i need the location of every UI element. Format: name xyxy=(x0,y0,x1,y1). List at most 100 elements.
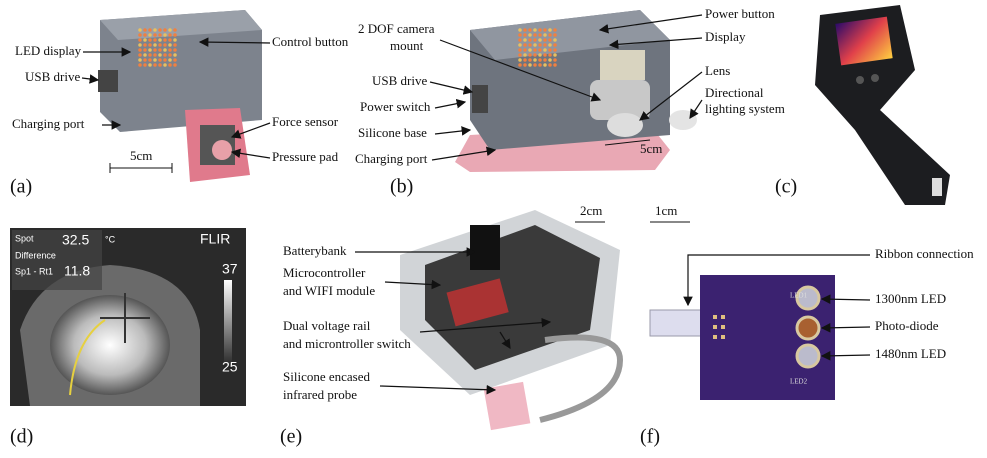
led-grid xyxy=(548,28,552,32)
led-grid xyxy=(143,33,147,37)
led-grid xyxy=(543,53,547,57)
led-grid xyxy=(163,38,167,42)
led-grid xyxy=(143,53,147,57)
led-grid xyxy=(553,58,557,62)
label: Directional xyxy=(705,85,764,100)
page: {"panels":[ {"label":"(a)","scale":"5cm"… xyxy=(0,0,987,453)
led-grid xyxy=(538,28,542,32)
led-grid xyxy=(153,28,157,32)
led-grid xyxy=(138,33,142,37)
panel-f-photo xyxy=(650,275,835,400)
label: infrared probe xyxy=(283,387,357,402)
led-grid xyxy=(523,58,527,62)
panel-label: (c) xyxy=(775,176,797,198)
label: USB drive xyxy=(372,73,427,88)
label: and WIFI module xyxy=(283,283,375,298)
led-grid xyxy=(553,43,557,47)
arrow xyxy=(82,78,98,80)
label: Power button xyxy=(705,6,775,21)
led-grid xyxy=(153,38,157,42)
led-grid xyxy=(518,58,522,62)
panel-f-photo xyxy=(797,317,819,339)
panel-c-photo xyxy=(815,5,950,205)
led-grid xyxy=(168,38,172,42)
led-grid xyxy=(148,33,152,37)
led-grid xyxy=(138,28,142,32)
panel-e-photo xyxy=(470,225,500,270)
led-grid xyxy=(533,48,537,52)
led-grid xyxy=(553,28,557,32)
led-grid xyxy=(163,28,167,32)
led-grid xyxy=(153,53,157,57)
led-grid xyxy=(143,43,147,47)
led-grid xyxy=(553,53,557,57)
panel-f-photo xyxy=(721,335,725,339)
led-grid xyxy=(543,33,547,37)
led-grid xyxy=(148,38,152,42)
label: USB drive xyxy=(25,69,80,84)
scale-label: 2cm xyxy=(580,203,602,218)
led-grid xyxy=(148,28,152,32)
led-grid xyxy=(158,38,162,42)
led-grid xyxy=(158,63,162,67)
led-grid xyxy=(553,33,557,37)
led-grid xyxy=(543,38,547,42)
led-grid xyxy=(143,28,147,32)
arrow xyxy=(430,82,472,92)
led-grid xyxy=(158,33,162,37)
led-grid xyxy=(548,33,552,37)
panel-e-photo xyxy=(400,210,620,430)
panel-f-photo xyxy=(713,315,717,319)
led-grid xyxy=(173,38,177,42)
label: Pressure pad xyxy=(272,149,339,164)
panel-label: (d) xyxy=(10,426,33,448)
arrow xyxy=(435,102,465,108)
label: Control button xyxy=(272,34,349,49)
label: Power switch xyxy=(360,99,431,114)
label: Charging port xyxy=(12,116,85,131)
arrow xyxy=(690,100,702,118)
led-grid xyxy=(543,58,547,62)
led-grid xyxy=(533,33,537,37)
panel-c-photo xyxy=(856,76,864,84)
led-grid xyxy=(138,38,142,42)
led-grid xyxy=(553,38,557,42)
led-grid xyxy=(168,48,172,52)
led-grid xyxy=(518,53,522,57)
led-grid xyxy=(163,53,167,57)
led-grid xyxy=(143,58,147,62)
label: 1300nm LED xyxy=(875,291,946,306)
panel-label: (b) xyxy=(390,176,413,198)
panel-c-photo xyxy=(835,17,892,66)
label: Batterybank xyxy=(283,243,347,258)
led-grid xyxy=(138,43,142,47)
panel-c-photo xyxy=(871,74,879,82)
led-grid xyxy=(173,28,177,32)
led-grid xyxy=(518,48,522,52)
led-grid xyxy=(543,63,547,67)
led-grid xyxy=(148,53,152,57)
led-grid xyxy=(538,48,542,52)
led-grid xyxy=(158,43,162,47)
label: Microcontroller xyxy=(283,265,366,280)
panel-a-photo xyxy=(212,140,232,160)
led-grid xyxy=(518,28,522,32)
arrow xyxy=(435,130,470,134)
led-grid xyxy=(153,58,157,62)
led-grid xyxy=(158,28,162,32)
led-grid xyxy=(538,38,542,42)
label: mount xyxy=(390,38,424,53)
led-grid xyxy=(173,53,177,57)
label: and microntroller switch xyxy=(283,336,411,351)
led-grid xyxy=(533,43,537,47)
led-grid xyxy=(533,63,537,67)
panel-e-photo xyxy=(484,382,531,430)
label: Photo-diode xyxy=(875,318,939,333)
panel-f-photo xyxy=(721,325,725,329)
led-grid xyxy=(543,28,547,32)
figure: LED display USB drive Charging port Cont… xyxy=(0,0,987,453)
panel-f-photo xyxy=(713,335,717,339)
label: Silicone base xyxy=(358,125,427,140)
led-grid xyxy=(543,48,547,52)
led-grid xyxy=(153,63,157,67)
